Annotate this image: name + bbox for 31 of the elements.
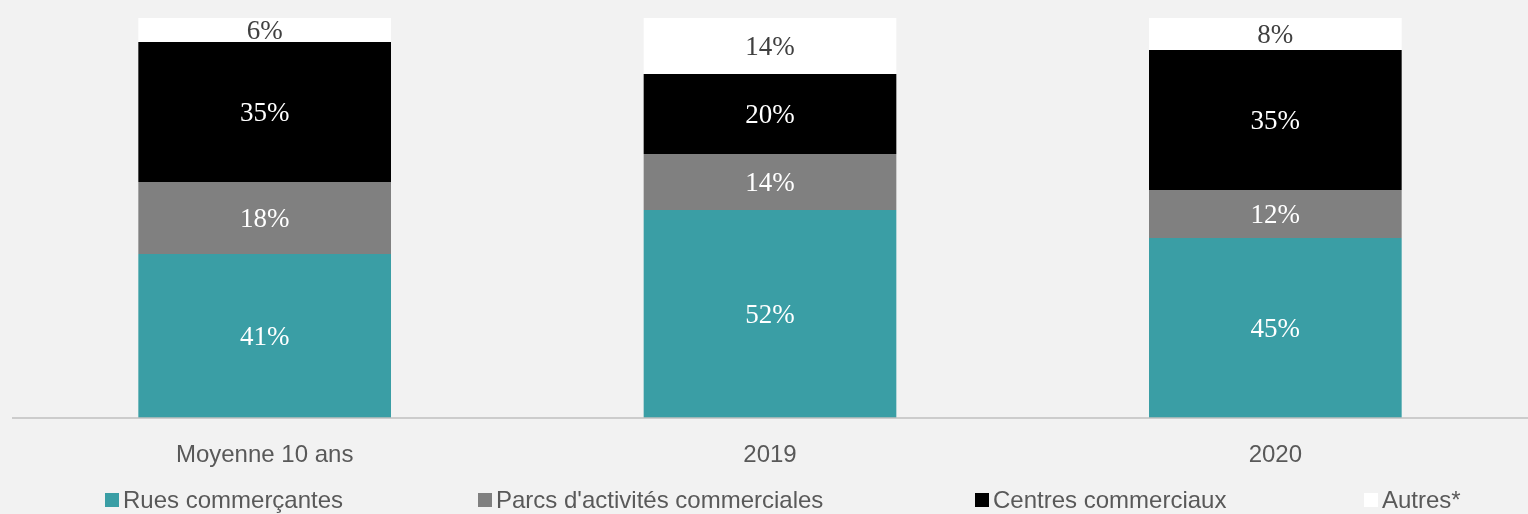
bar — [643, 74, 897, 154]
bar — [138, 182, 391, 254]
x-tick-label: Moyenne 10 ans — [175, 440, 354, 467]
data-label: 35% — [239, 97, 290, 127]
data-label: 12% — [1250, 199, 1301, 229]
data-label: 8% — [1257, 19, 1294, 49]
data-label: 41% — [239, 321, 290, 351]
bar — [138, 18, 391, 42]
data-label: 35% — [1250, 105, 1301, 135]
legend-label: Autres* — [1382, 486, 1461, 513]
bar — [1149, 50, 1402, 190]
bar — [138, 42, 391, 182]
data-label: 6% — [246, 15, 283, 45]
bar — [643, 154, 897, 210]
legend-label: Parcs d'activités commerciales — [496, 486, 824, 513]
data-label: 52% — [745, 299, 795, 329]
bar — [1149, 238, 1402, 418]
legend-label: Centres commerciaux — [993, 486, 1227, 513]
x-tick-label: 2020 — [1248, 440, 1303, 467]
bar — [1149, 190, 1402, 238]
bar — [1149, 18, 1402, 50]
data-label: 18% — [239, 203, 290, 233]
bar — [643, 18, 897, 74]
bar — [643, 210, 897, 418]
data-label: 14% — [745, 31, 795, 61]
data-label: 20% — [745, 99, 795, 129]
bar — [138, 254, 391, 418]
x-tick-label: 2019 — [743, 440, 797, 467]
legend-label: Rues commerçantes — [123, 486, 344, 513]
data-label: 45% — [1250, 313, 1301, 343]
data-label: 14% — [745, 167, 795, 197]
